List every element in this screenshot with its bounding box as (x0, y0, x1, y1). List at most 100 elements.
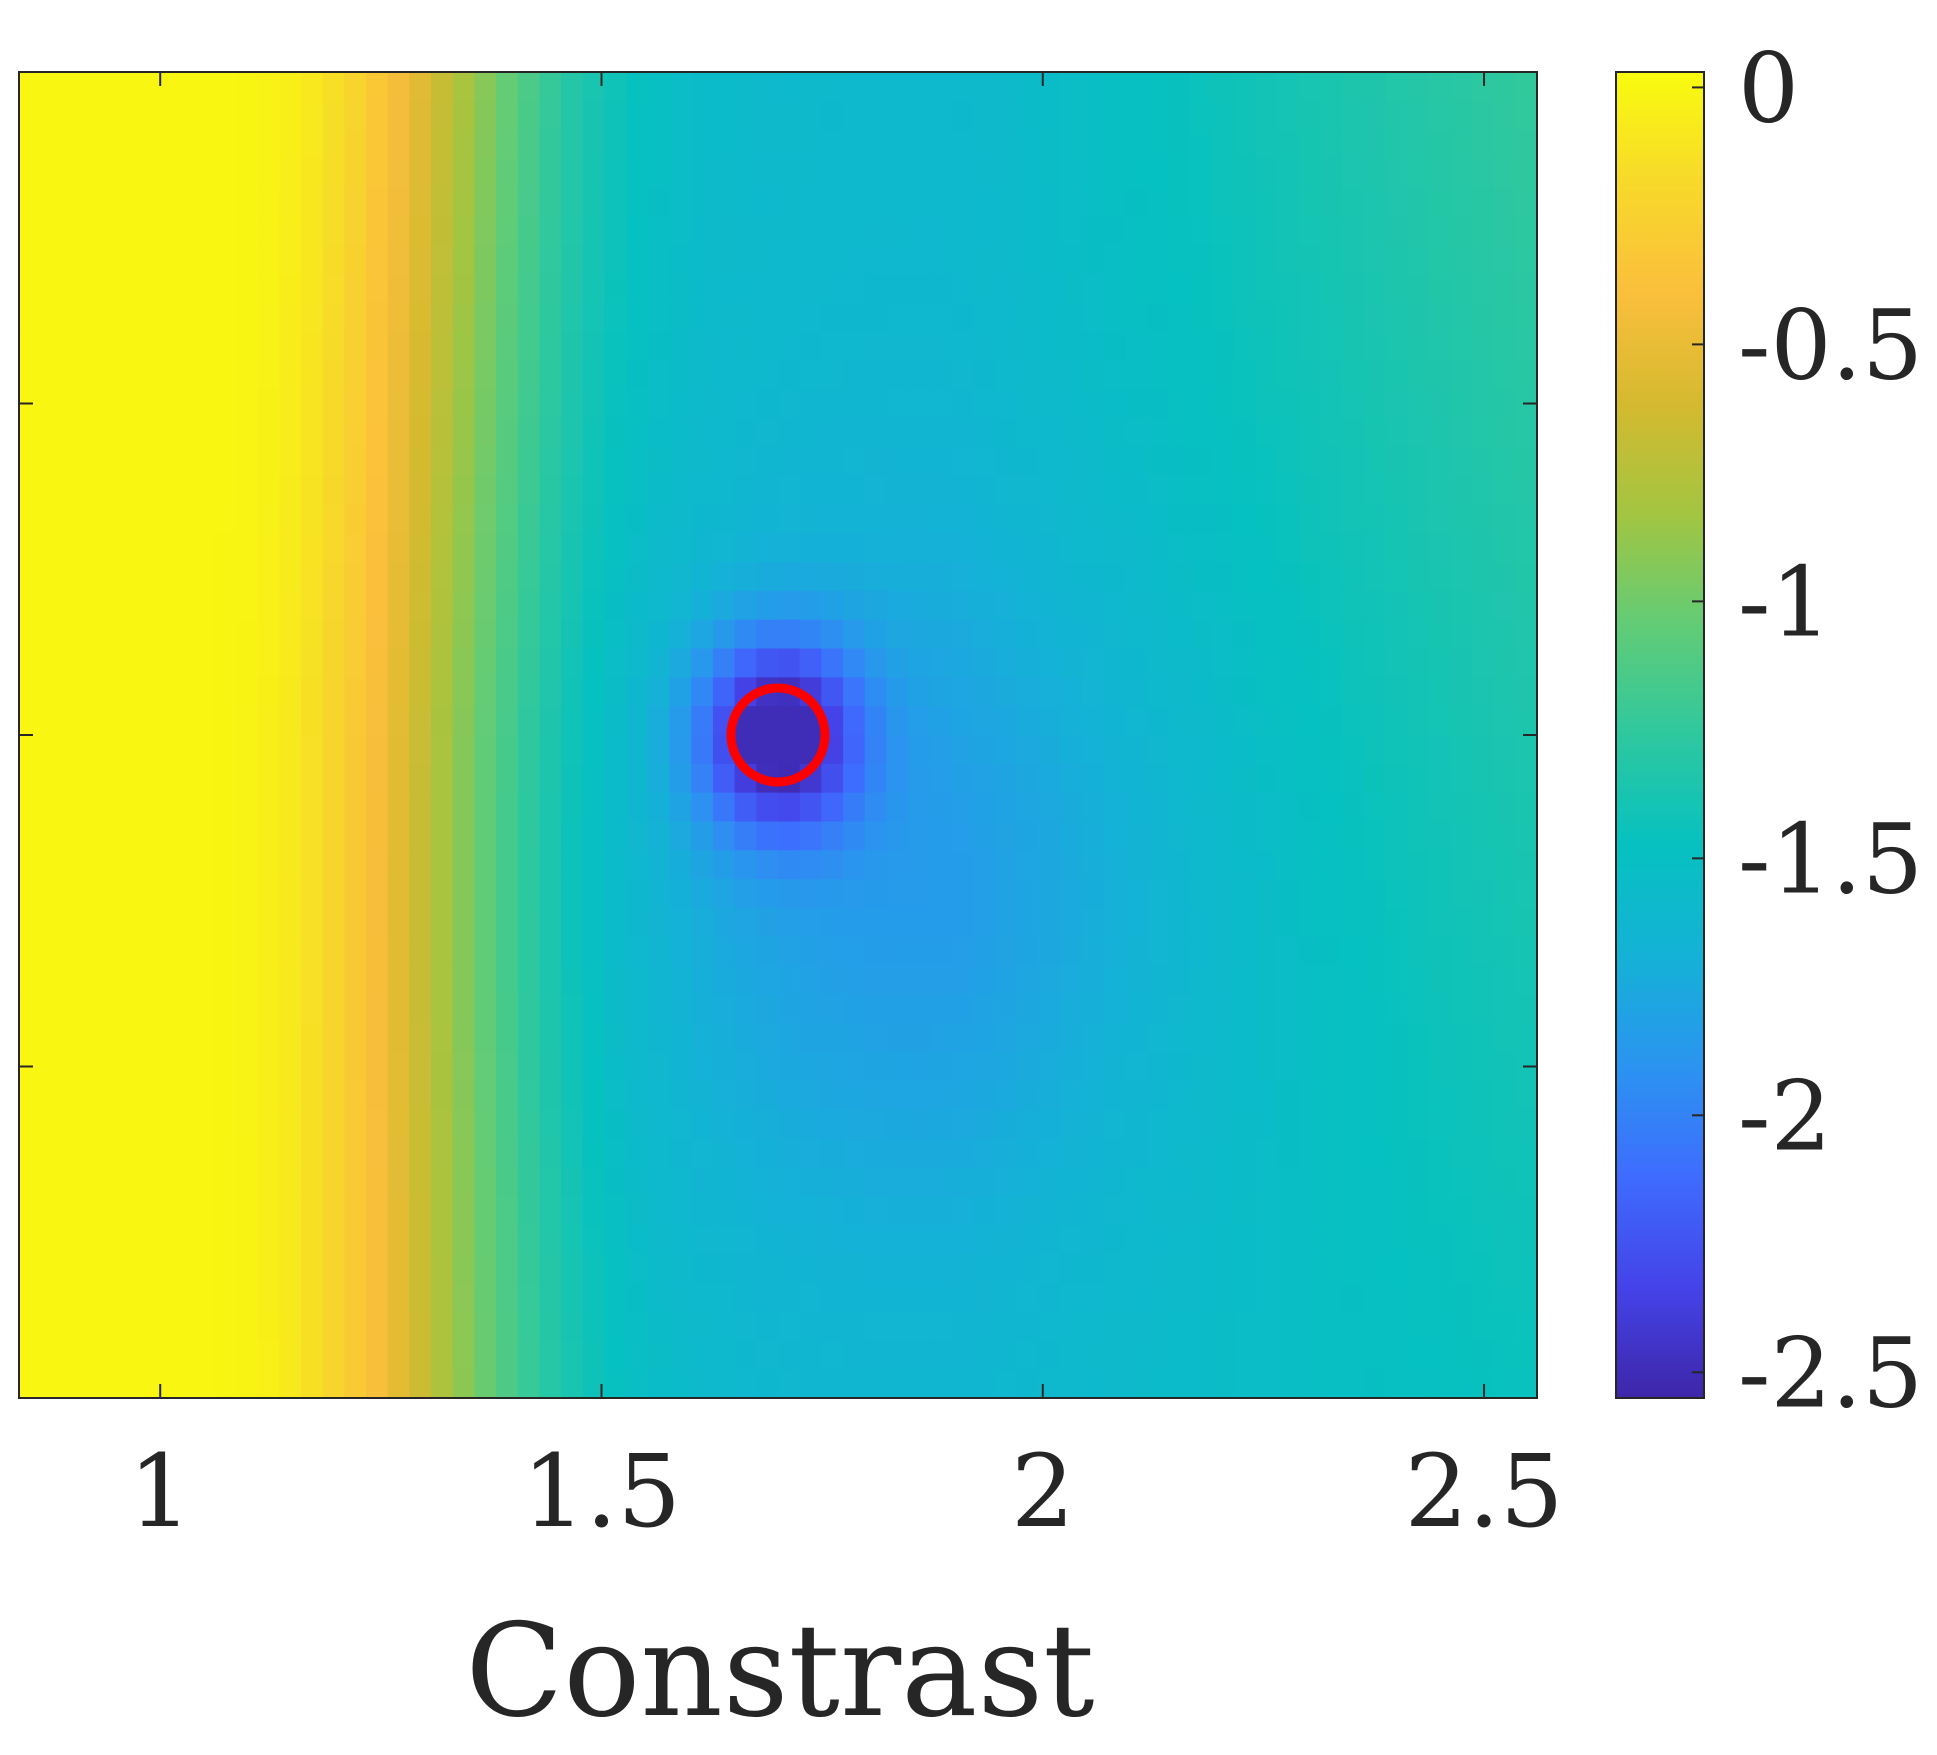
heatmap-cell (40, 879, 63, 909)
heatmap-cell (1406, 648, 1430, 678)
heatmap-cell (734, 360, 757, 390)
heatmap-cell (474, 562, 497, 592)
heatmap-cell (1428, 850, 1451, 880)
heatmap-cell (929, 821, 953, 851)
heatmap-cell (604, 1023, 627, 1053)
heatmap-cell (149, 706, 172, 736)
heatmap-cell (84, 1253, 107, 1284)
heatmap-cell (1103, 389, 1126, 419)
heatmap-cell (1038, 446, 1061, 477)
heatmap-cell (517, 1080, 541, 1111)
heatmap-cell (1124, 129, 1148, 160)
heatmap-cell (19, 187, 42, 217)
heatmap-cell (1146, 792, 1169, 823)
heatmap-cell (192, 331, 215, 361)
heatmap-cell (1059, 446, 1083, 477)
heatmap-cell (105, 389, 129, 419)
heatmap-cell (214, 1282, 237, 1313)
heatmap-cell (539, 1109, 562, 1140)
heatmap-cell (1385, 763, 1408, 794)
heatmap-cell (821, 72, 844, 102)
heatmap-cell (452, 821, 475, 851)
heatmap-cell (322, 792, 345, 823)
heatmap-cell (1298, 1023, 1321, 1053)
heatmap-cell (387, 763, 410, 794)
heatmap-cell (496, 677, 519, 707)
heatmap-cell (1363, 187, 1386, 217)
heatmap-cell (387, 446, 410, 477)
heatmap-cell (1493, 475, 1516, 505)
heatmap-cell (1059, 1196, 1083, 1226)
heatmap-cell (257, 273, 280, 304)
heatmap-cell (1363, 821, 1386, 851)
heatmap-cell (279, 187, 302, 217)
heatmap-cell (1103, 417, 1126, 448)
heatmap-cell (561, 389, 584, 419)
heatmap-cell (908, 100, 931, 131)
heatmap-cell (1211, 1282, 1234, 1313)
heatmap-cell (149, 1340, 172, 1370)
heatmap-cell (756, 648, 779, 678)
heatmap-cell (973, 1109, 996, 1140)
heatmap-cell (1428, 1311, 1451, 1341)
heatmap-cell (431, 965, 454, 996)
heatmap-cell (712, 1167, 736, 1197)
heatmap-cell (561, 1311, 584, 1341)
heatmap-cell (1233, 273, 1256, 304)
heatmap-cell (431, 158, 454, 188)
heatmap-cell (365, 907, 389, 938)
heatmap-cell (669, 475, 692, 505)
heatmap-cell (1255, 706, 1278, 736)
heatmap-cell (127, 879, 150, 909)
heatmap-cell (1146, 590, 1169, 621)
heatmap-cell (279, 216, 302, 246)
heatmap-cell (1146, 1311, 1169, 1341)
heatmap-cell (669, 821, 692, 851)
heatmap-cell (908, 446, 931, 477)
heatmap-cell (214, 706, 237, 736)
heatmap-cell (647, 72, 671, 102)
heatmap-cell (496, 562, 519, 592)
heatmap-cell (908, 907, 931, 938)
heatmap-cell (344, 619, 367, 650)
heatmap-cell (1124, 100, 1148, 131)
heatmap-cell (322, 273, 345, 304)
heatmap-cell (1081, 1311, 1104, 1341)
heatmap-cell (279, 907, 302, 938)
heatmap-cell (756, 475, 779, 505)
heatmap-cell (62, 504, 85, 534)
heatmap-cell (300, 936, 324, 967)
heatmap-cell (539, 1080, 562, 1111)
heatmap-cell (1406, 1196, 1430, 1226)
heatmap-cell (647, 1138, 671, 1168)
heatmap-cell (235, 1052, 259, 1082)
heatmap-cell (1103, 648, 1126, 678)
heatmap-cell (1168, 735, 1191, 765)
heatmap-cell (1255, 821, 1278, 851)
heatmap-cell (192, 1167, 215, 1197)
heatmap-cell (1276, 1080, 1300, 1111)
heatmap-cell (929, 735, 953, 765)
heatmap-cell (322, 850, 345, 880)
heatmap-cell (300, 792, 324, 823)
heatmap-cell (1320, 936, 1343, 967)
heatmap-cell (387, 648, 410, 678)
heatmap-cell (40, 360, 63, 390)
heatmap-cell (1255, 850, 1278, 880)
heatmap-cell (1233, 763, 1256, 794)
heatmap-cell (1515, 821, 1538, 851)
heatmap-cell (192, 879, 215, 909)
heatmap-cell (973, 1282, 996, 1313)
heatmap-cell (1515, 590, 1538, 621)
heatmap-cell (951, 244, 974, 275)
heatmap-cell (496, 216, 519, 246)
heatmap-cell (1016, 821, 1039, 851)
heatmap-cell (474, 619, 497, 650)
heatmap-cell (1059, 533, 1083, 563)
heatmap-cell (40, 100, 63, 131)
heatmap-cell (647, 1282, 671, 1313)
heatmap-cell (214, 533, 237, 563)
heatmap-cell (929, 72, 953, 102)
heatmap-cell (1406, 1080, 1430, 1111)
heatmap-cell (496, 850, 519, 880)
